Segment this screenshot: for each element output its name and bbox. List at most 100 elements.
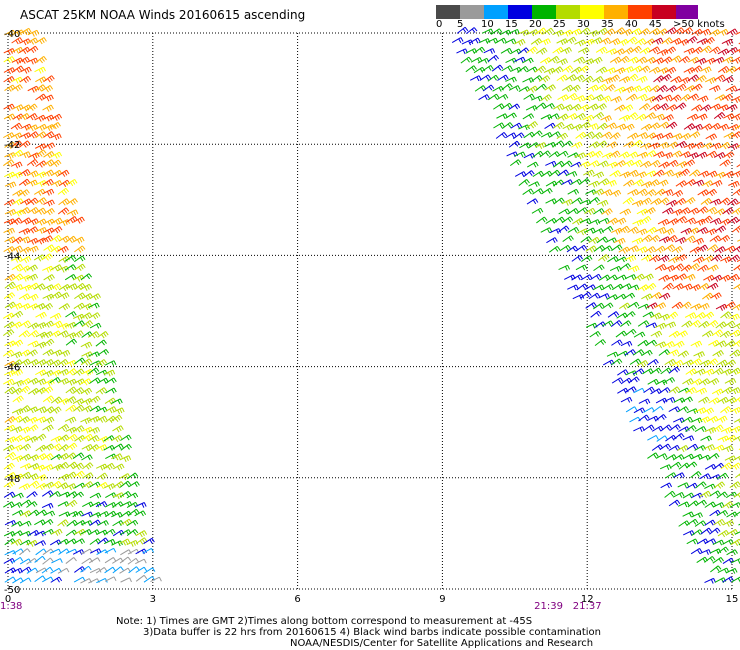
wind-barb xyxy=(596,140,608,148)
wind-barb xyxy=(665,85,678,93)
wind-barb xyxy=(570,28,582,36)
wind-barb xyxy=(57,169,70,177)
wind-barb xyxy=(546,237,558,244)
wind-barb xyxy=(10,217,23,225)
wind-barb xyxy=(544,84,556,92)
wind-barb xyxy=(733,264,740,271)
wind-barb xyxy=(585,302,597,309)
wind-barb xyxy=(523,131,535,139)
wind-barb xyxy=(43,199,55,207)
wind-barb xyxy=(692,237,705,245)
y-tick-label: -40 xyxy=(4,29,20,40)
wind-barb xyxy=(19,256,32,264)
wind-barb xyxy=(65,557,77,564)
wind-barb xyxy=(89,395,101,403)
wind-barb xyxy=(673,472,685,479)
wind-barb xyxy=(619,263,632,270)
wind-barb xyxy=(661,132,674,140)
wind-barb xyxy=(19,132,32,140)
wind-barb xyxy=(567,188,580,195)
wind-barb xyxy=(579,27,591,35)
wind-barb xyxy=(722,56,734,64)
wind-barb xyxy=(26,45,39,54)
wind-barb xyxy=(487,74,499,82)
wind-barb xyxy=(723,320,736,328)
wind-barb xyxy=(659,464,672,470)
wind-barb xyxy=(50,396,63,404)
wind-barb xyxy=(19,443,32,451)
wind-barb xyxy=(517,47,530,55)
wind-barb xyxy=(601,225,614,233)
wind-barb xyxy=(733,283,740,291)
wind-barb xyxy=(727,216,740,225)
wind-barb xyxy=(35,93,47,101)
wind-barb xyxy=(531,130,543,138)
wind-barb xyxy=(613,67,626,75)
wind-barb xyxy=(34,433,47,441)
wind-barb xyxy=(118,473,131,481)
wind-barb xyxy=(26,435,38,443)
wind-barb xyxy=(694,57,707,65)
legend-swatch xyxy=(436,5,460,19)
wind-barb xyxy=(598,293,610,299)
wind-barb xyxy=(532,188,544,195)
wind-barb xyxy=(27,206,39,215)
wind-barb xyxy=(613,27,626,35)
wind-barb xyxy=(531,207,544,214)
legend-label: 10 xyxy=(481,19,494,30)
wind-barb xyxy=(720,256,732,264)
legend-swatch xyxy=(652,5,676,19)
wind-barb xyxy=(19,320,31,328)
wind-barb xyxy=(80,528,92,535)
time-label: 21:39 xyxy=(534,601,563,612)
wind-barb xyxy=(564,36,577,44)
wind-barb xyxy=(118,538,131,546)
wind-barb xyxy=(513,38,526,46)
wind-barb xyxy=(34,188,46,196)
wind-barb xyxy=(658,197,670,205)
wind-barb xyxy=(42,576,54,583)
wind-barb xyxy=(736,144,740,148)
wind-barb xyxy=(582,114,595,122)
wind-barb xyxy=(684,235,696,243)
wind-barb xyxy=(35,311,47,319)
wind-barb xyxy=(571,141,583,149)
wind-barb xyxy=(692,179,705,187)
wind-barb xyxy=(26,406,39,414)
wind-barb xyxy=(35,548,47,556)
wind-barb xyxy=(731,170,740,178)
wind-barb xyxy=(622,197,634,205)
wind-barb xyxy=(112,566,124,574)
wind-barb xyxy=(684,217,697,225)
wind-barb xyxy=(34,378,47,386)
wind-barb xyxy=(691,65,703,73)
wind-barb xyxy=(688,169,701,177)
wind-barb xyxy=(728,313,740,321)
wind-barb xyxy=(651,94,664,102)
wind-barb xyxy=(631,199,644,207)
wind-barb xyxy=(685,387,697,395)
wind-barb xyxy=(508,103,521,110)
wind-barb xyxy=(636,360,649,368)
wind-barb xyxy=(541,187,553,195)
wind-barb xyxy=(80,283,92,291)
wind-barb xyxy=(542,27,555,36)
wind-barb xyxy=(677,350,690,358)
wind-barb xyxy=(112,463,125,471)
wind-barb xyxy=(685,368,697,376)
wind-barb xyxy=(614,86,626,94)
wind-barb xyxy=(111,398,123,405)
wind-barb xyxy=(74,263,86,271)
wind-barb xyxy=(11,369,24,377)
wind-barb xyxy=(701,330,714,338)
wind-barb xyxy=(679,93,691,102)
wind-barb xyxy=(707,377,720,386)
wind-barb xyxy=(552,29,564,37)
wind-barb xyxy=(675,254,688,262)
wind-barb xyxy=(653,151,665,159)
wind-barb xyxy=(88,435,100,443)
wind-barb xyxy=(143,537,155,545)
wind-barb xyxy=(716,359,728,367)
wind-barb xyxy=(460,56,472,64)
wind-barb xyxy=(650,312,662,320)
